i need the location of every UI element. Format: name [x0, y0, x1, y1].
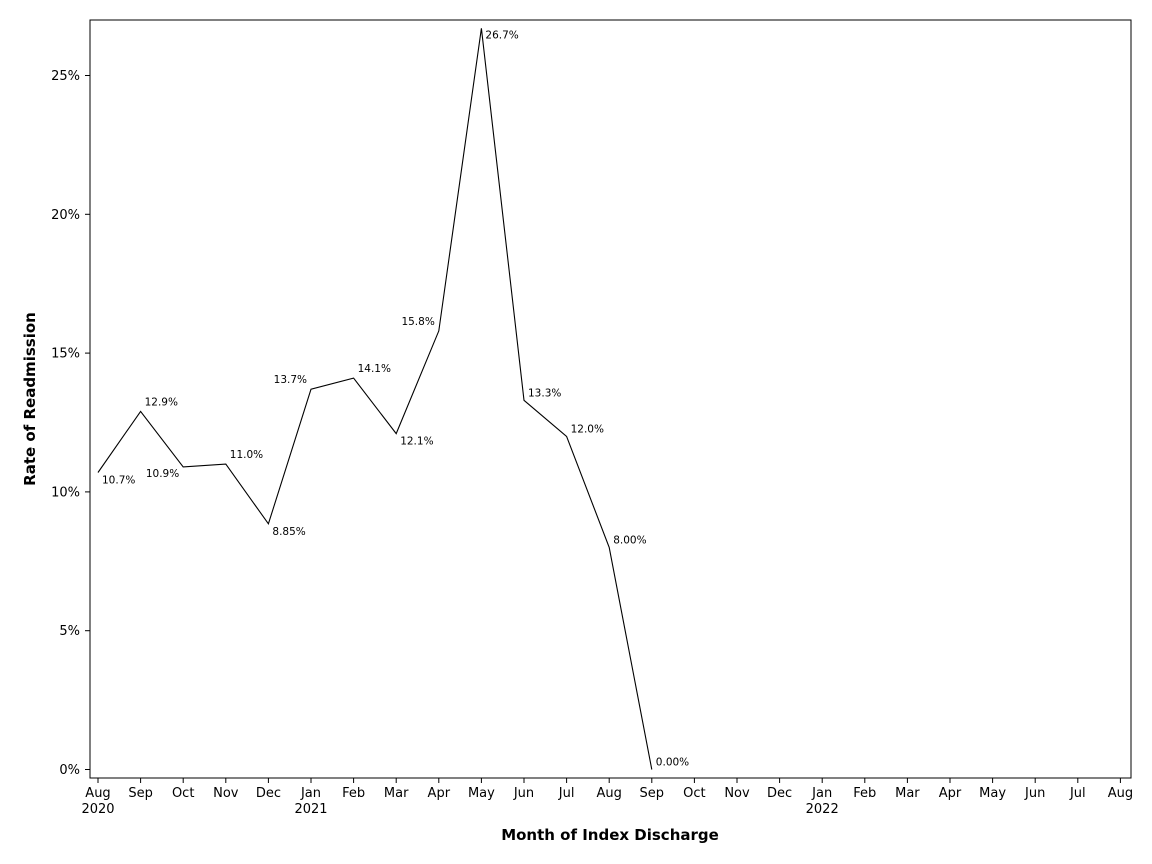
data-label: 26.7%: [485, 29, 518, 41]
x-tick-year-label: 2022: [806, 802, 839, 817]
data-label: 10.9%: [146, 468, 179, 480]
y-tick-label: 0%: [59, 763, 80, 778]
x-tick-label: Jan: [811, 786, 832, 801]
x-tick-label: Oct: [172, 786, 194, 801]
x-tick-label: Oct: [683, 786, 705, 801]
y-axis-title: Rate of Readmission: [21, 312, 39, 486]
x-tick-label: Jun: [1024, 786, 1045, 801]
x-tick-label: Dec: [767, 786, 792, 801]
data-label: 12.0%: [571, 423, 604, 435]
x-tick-label: Jan: [300, 786, 321, 801]
series-line: [97, 28, 653, 770]
x-tick-year-label: 2020: [81, 802, 114, 817]
x-tick-label: Jul: [1069, 786, 1086, 801]
x-tick-label: Mar: [384, 786, 409, 801]
x-tick-label: Aug: [85, 786, 110, 801]
y-tick-label: 25%: [51, 69, 80, 84]
data-label: 12.1%: [400, 436, 433, 448]
x-tick-label: Feb: [342, 786, 365, 801]
x-tick-label: May: [468, 786, 495, 801]
x-tick-label: Feb: [853, 786, 876, 801]
x-axis-title: Month of Index Discharge: [501, 826, 719, 844]
x-tick-label: Dec: [256, 786, 281, 801]
x-tick-label: Nov: [724, 786, 750, 801]
x-tick-label: Apr: [428, 786, 451, 801]
data-label: 13.7%: [274, 374, 307, 386]
data-label: 11.0%: [230, 449, 263, 461]
y-tick-label: 5%: [59, 624, 80, 639]
data-label: 8.85%: [272, 526, 305, 538]
data-labels: 10.7% 12.9% 10.9% 11.0% 8.85% 13.7% 14.1% 12.1%…: [102, 29, 689, 768]
series-group: [97, 28, 653, 770]
x-tick-label: May: [979, 786, 1006, 801]
x-tick-label: Mar: [895, 786, 920, 801]
data-label: 15.8%: [401, 316, 434, 328]
data-label: 8.00%: [613, 534, 646, 546]
x-tick-label: Jul: [558, 786, 575, 801]
x-tick-label: Jun: [513, 786, 534, 801]
x-tick-label: Sep: [128, 786, 153, 801]
y-tick-label: 20%: [51, 208, 80, 223]
x-tick-label: Nov: [213, 786, 239, 801]
x-tick-label: Sep: [640, 786, 665, 801]
plot-frame: [89, 19, 1132, 779]
data-label: 10.7%: [102, 474, 135, 486]
data-label: 13.3%: [528, 387, 561, 399]
data-label: 14.1%: [358, 363, 391, 375]
data-label: 12.9%: [145, 396, 178, 408]
y-tick-label: 10%: [51, 485, 80, 500]
data-label: 0.00%: [656, 757, 689, 769]
y-axis: 0% 5% 10% 15% 20% 25%: [51, 69, 90, 778]
x-tick-year-label: 2021: [294, 802, 327, 817]
x-tick-label: Aug: [1108, 786, 1133, 801]
x-tick-label: Apr: [939, 786, 962, 801]
y-tick-label: 15%: [51, 347, 80, 362]
x-tick-label: Aug: [597, 786, 622, 801]
